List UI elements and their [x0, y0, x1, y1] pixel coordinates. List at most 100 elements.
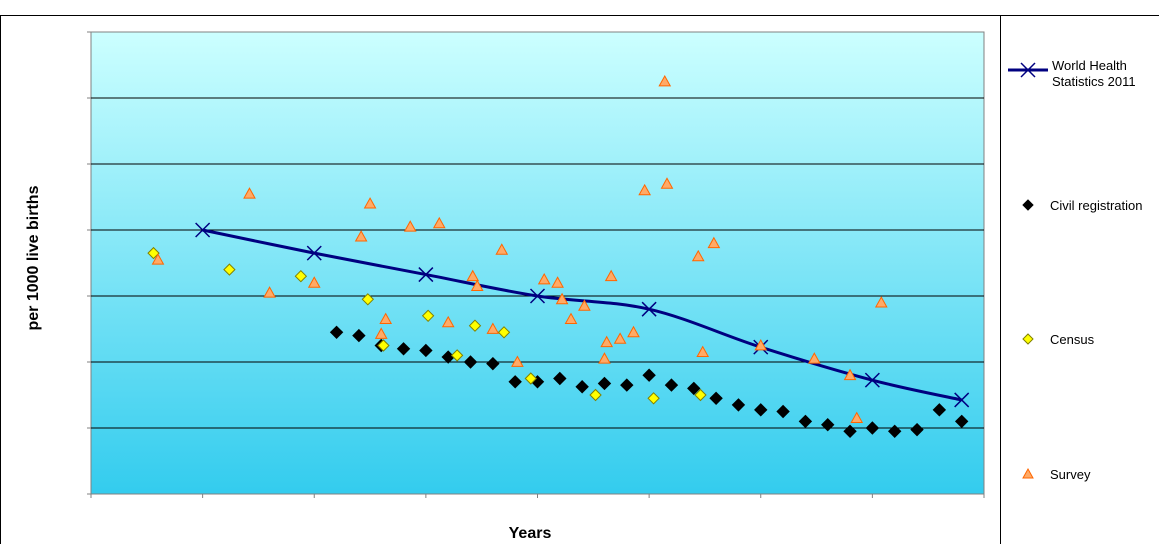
x-tick-label: 2000: [745, 502, 776, 518]
who-point: [195, 222, 211, 238]
civil-point: [954, 414, 969, 429]
survey-point: [363, 197, 377, 209]
survey-point: [658, 74, 672, 87]
civil-point: [620, 378, 634, 392]
x-tick-label: 1980: [299, 502, 330, 518]
survey-point: [843, 368, 857, 381]
legend-marker: [1020, 62, 1036, 78]
legend: World Health Statistics 2011 Civil registr…: [1008, 58, 1142, 482]
survey-point: [707, 236, 721, 249]
civil-point: [352, 328, 366, 343]
civil-point: [486, 356, 500, 371]
survey-point: [564, 312, 578, 324]
y-tick-labels: 0 20 40 60 80 100 120 140: [59, 24, 91, 502]
series: [147, 74, 970, 439]
legend-label: World Health Statistics 2011: [1052, 58, 1136, 89]
x-tick-labels: 1970 1975 1980 1985 1990 1995 2000 2005 2010: [75, 494, 1000, 518]
x-tick-label: 1970: [75, 502, 106, 518]
survey-point: [537, 272, 551, 285]
who-point: [529, 288, 546, 304]
civil-point: [731, 398, 746, 412]
survey-point: [441, 315, 455, 328]
legend-marker: [1022, 467, 1034, 479]
survey-point: [354, 230, 368, 242]
census-point: [647, 392, 660, 405]
who-point: [418, 267, 434, 283]
survey-point: [598, 352, 611, 364]
survey-point: [807, 352, 821, 364]
legend-marker: [1022, 199, 1034, 211]
y-tick-label: 60: [66, 288, 82, 304]
survey-point: [600, 335, 614, 348]
legend-item: World Health Statistics 2011: [1008, 58, 1136, 89]
who-point: [864, 372, 880, 388]
y-tick-label: 120: [59, 90, 83, 106]
census-point: [524, 372, 538, 385]
civil-point: [865, 421, 880, 435]
series-1: [329, 325, 969, 439]
civil-point: [754, 403, 768, 417]
survey-point: [691, 249, 705, 262]
census-point: [468, 319, 482, 332]
x-tick-label: 1985: [410, 502, 441, 518]
civil-point: [843, 424, 857, 439]
survey-point: [307, 276, 321, 288]
legend-label: Census: [1050, 332, 1095, 347]
x-tick-label: 2005: [857, 502, 888, 518]
civil-point: [575, 380, 589, 394]
civil-point: [463, 355, 478, 369]
census-point: [361, 293, 375, 306]
census-point: [377, 339, 390, 352]
legend-label: Civil registration: [1050, 198, 1142, 213]
census-point: [694, 388, 707, 402]
grid-lines: [91, 97, 984, 429]
survey-point: [403, 220, 417, 232]
census-point: [294, 269, 308, 283]
survey-point: [660, 177, 674, 189]
civil-point: [821, 417, 835, 432]
survey-point: [696, 345, 710, 357]
y-tick-label: 80: [66, 222, 82, 238]
y-tick-label: 100: [59, 156, 83, 172]
civil-point: [776, 404, 790, 419]
civil-point: [597, 376, 612, 391]
survey-point: [486, 322, 500, 334]
series-3: [151, 74, 888, 423]
civil-point: [687, 381, 701, 396]
who-point: [641, 301, 657, 317]
survey-point: [374, 327, 388, 339]
survey-point: [379, 312, 393, 324]
legend-marker: [1022, 333, 1034, 345]
civil-point: [887, 424, 902, 439]
census-point: [497, 326, 511, 339]
census-point: [223, 263, 236, 276]
civil-point: [910, 422, 924, 437]
survey-point: [627, 325, 640, 338]
civil-point: [419, 343, 433, 358]
legend-item: Survey: [1022, 467, 1091, 482]
civil-point: [642, 368, 656, 382]
census-point: [589, 388, 602, 402]
census-point: [421, 309, 435, 323]
who-point: [306, 245, 322, 261]
x-tick-label: 1995: [634, 502, 665, 518]
census-point: [147, 246, 160, 260]
y-tick-label: 40: [66, 354, 82, 370]
civil-point: [553, 371, 567, 386]
series-2: [147, 246, 707, 405]
survey-point: [466, 269, 480, 282]
survey-point: [874, 296, 888, 308]
survey-point: [470, 279, 484, 291]
survey-point: [850, 411, 864, 423]
census-point: [450, 349, 464, 362]
survey-point: [495, 243, 509, 255]
civil-point: [932, 403, 947, 417]
survey-point: [432, 216, 446, 229]
survey-point: [551, 276, 564, 288]
survey-point: [754, 338, 768, 351]
survey-point: [243, 187, 256, 199]
x-tick-label: 1990: [522, 502, 553, 518]
civil-point: [508, 375, 522, 389]
